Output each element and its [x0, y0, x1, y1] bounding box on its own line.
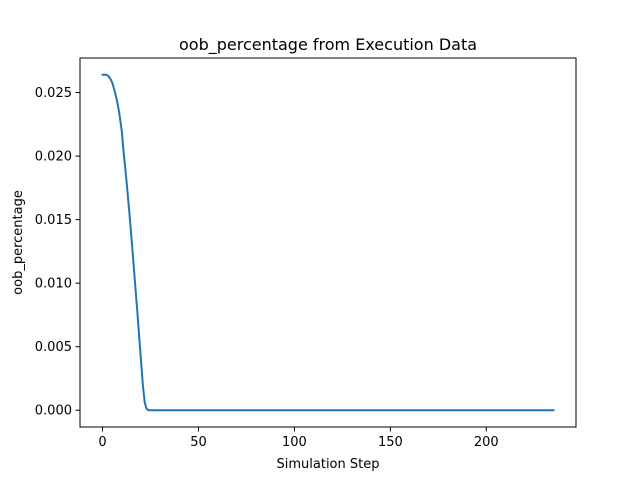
y-axis-label: oob_percentage — [11, 190, 26, 295]
x-axis-label: Simulation Step — [277, 457, 380, 472]
chart-title: oob_percentage from Execution Data — [179, 35, 477, 55]
x-tick-label: 0 — [98, 435, 106, 450]
y-tick-label: 0.005 — [35, 340, 72, 355]
y-tick-label: 0.025 — [35, 86, 72, 101]
x-tick-label: 100 — [282, 435, 307, 450]
y-tick-label: 0.000 — [35, 404, 72, 419]
ticks-layer: 0 50 100 150 200 0.000 0.005 0.010 0.015 0.020 0.0… — [35, 86, 499, 450]
y-tick-label: 0.020 — [35, 150, 72, 165]
plot-layer — [101, 73, 555, 412]
y-tick-label: 0.010 — [35, 277, 72, 292]
axes-frame — [79, 57, 577, 428]
x-tick-label: 200 — [474, 435, 499, 450]
y-tick-label: 0.015 — [35, 213, 72, 228]
x-tick-label: 50 — [190, 435, 207, 450]
x-tick-label: 150 — [378, 435, 403, 450]
series-line-0 — [101, 73, 555, 412]
